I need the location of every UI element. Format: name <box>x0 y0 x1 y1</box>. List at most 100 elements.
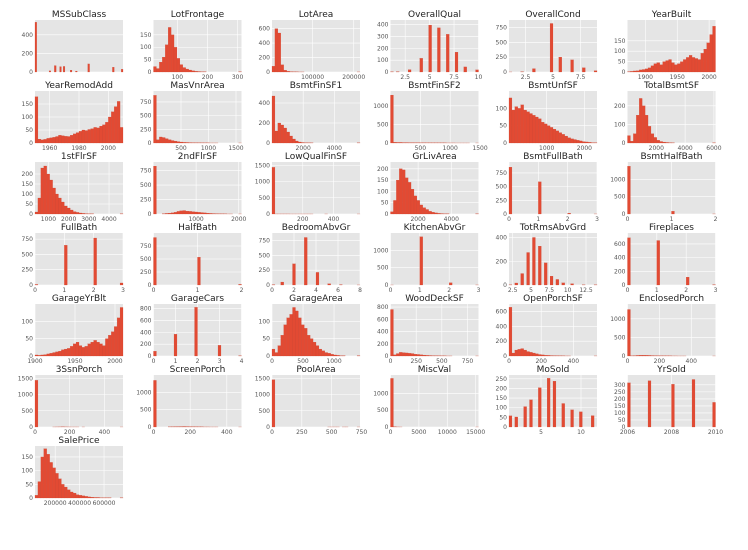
y-tick-label: 750 <box>259 238 271 245</box>
histogram-bar <box>87 63 90 73</box>
histogram-bar <box>517 349 521 357</box>
y-tick-label: 150 <box>22 181 34 188</box>
plot-area <box>153 375 242 427</box>
histogram-panel: YearRemodAdd 0 50 100 150 1960 1980 2000 <box>22 81 124 152</box>
y-tick-label: 50 <box>262 336 270 343</box>
y-tick-label: 200 <box>614 268 626 275</box>
histogram-bar <box>410 353 415 357</box>
y-tick-label: 0 <box>622 140 626 147</box>
y-tick-label: 200 <box>614 396 626 403</box>
histogram-bar <box>271 379 276 428</box>
histogram-bar <box>437 213 441 215</box>
y-tick-label: 250 <box>140 197 152 204</box>
histogram-bar <box>156 139 160 144</box>
histogram-panel: YearBuilt 0 50 100 150 1900 1950 2000 <box>614 10 717 81</box>
histogram-bar <box>171 212 175 215</box>
histogram-bar <box>529 399 533 428</box>
histogram-bar <box>315 345 320 357</box>
histogram-panel: GrLivArea 0 50 100 150 200 2000 4000 <box>377 152 479 223</box>
x-tick-label: 2 <box>196 358 200 365</box>
histogram-bar <box>90 342 94 357</box>
histogram-bar <box>520 104 524 144</box>
y-tick-label: 600 <box>140 318 152 325</box>
y-tick-label: 150 <box>22 101 34 108</box>
histogram-bar <box>194 211 198 215</box>
histogram-bar <box>176 58 180 73</box>
histogram-bar <box>703 49 707 73</box>
histogram-bar <box>289 135 293 144</box>
y-tick-label: 300 <box>614 382 626 389</box>
x-tick-label: 2.5 <box>508 287 518 294</box>
y-tick-label: 150 <box>614 38 626 45</box>
x-tick-label: 0 <box>389 287 393 294</box>
histogram-bar <box>688 55 693 73</box>
histogram-panel: FullBath 0 250 500 750 0 1 2 3 <box>22 223 126 294</box>
x-tick-label: 4 <box>240 358 244 365</box>
histogram-bar <box>96 497 100 499</box>
y-tick-label: 0 <box>29 282 33 289</box>
histogram-bar <box>390 309 394 357</box>
x-tick-label: 200 <box>535 358 547 365</box>
panel-title: WoodDeckSF <box>405 294 464 304</box>
panel-title: BsmtFinSF2 <box>408 81 461 91</box>
histogram-bar <box>671 384 675 428</box>
histogram-bar <box>390 378 394 428</box>
histogram-panel: MSSubClass 0 200 400 <box>22 10 124 76</box>
y-tick-label: 600 <box>614 241 626 248</box>
x-tick-label: 2010 <box>708 429 723 436</box>
histogram-bar <box>523 109 527 144</box>
histogram-bar <box>171 34 175 73</box>
histogram-bar <box>508 415 513 428</box>
histogram-bar <box>396 179 400 215</box>
x-tick-label: 200000 <box>342 74 365 81</box>
y-tick-label: 0 <box>385 282 389 289</box>
histogram-bar <box>185 68 189 73</box>
histogram-bar <box>75 70 78 73</box>
y-tick-label: 200 <box>496 385 508 392</box>
histogram-bar <box>67 348 71 357</box>
histogram-bar <box>298 317 302 357</box>
histogram-bar <box>656 140 660 144</box>
x-tick-label: 0 <box>270 358 274 365</box>
x-tick-label: 1900 <box>638 74 653 81</box>
histogram-bar <box>558 57 562 73</box>
histogram-bar <box>52 467 56 499</box>
y-tick-label: 400 <box>496 235 508 242</box>
histogram-bar <box>108 335 112 357</box>
histogram-bar <box>96 127 100 144</box>
plot-area <box>509 304 597 356</box>
y-tick-label: 1500 <box>255 375 270 382</box>
histogram-bar <box>173 334 178 357</box>
histogram-bar <box>84 346 88 357</box>
histogram-bar <box>511 109 515 144</box>
x-tick-label: 2000 <box>649 145 664 152</box>
y-tick-label: 0 <box>29 140 33 147</box>
histogram-bar <box>102 124 106 144</box>
histogram-bar <box>544 355 548 357</box>
x-tick-label: 400 <box>221 429 233 436</box>
histogram-bar <box>185 142 189 144</box>
histogram-bar <box>117 317 121 357</box>
histogram-bar <box>119 282 124 286</box>
y-tick-label: 0 <box>29 495 33 502</box>
y-tick-label: 150 <box>614 403 626 410</box>
x-tick-label: 8 <box>358 287 362 294</box>
histogram-bar <box>108 116 112 144</box>
histogram-panel: BsmtFinSF1 0 200 400 2000 4000 <box>259 81 361 152</box>
x-tick-label: 1960 <box>42 145 57 152</box>
y-tick-label: 250 <box>259 267 271 274</box>
y-tick-label: 50 <box>618 59 626 66</box>
histogram-bar <box>37 197 41 215</box>
histogram-bar <box>34 380 39 428</box>
y-tick-label: 0 <box>266 140 270 147</box>
histogram-bar <box>119 307 124 357</box>
y-tick-label: 0 <box>148 282 152 289</box>
histogram-bar <box>49 137 53 144</box>
y-tick-label: 50 <box>25 127 33 134</box>
histogram-bar <box>538 354 542 357</box>
histogram-bar <box>238 284 242 286</box>
y-tick-label: 100 <box>377 57 389 64</box>
histogram-bar <box>333 354 337 357</box>
panel-title: PoolArea <box>296 365 335 375</box>
